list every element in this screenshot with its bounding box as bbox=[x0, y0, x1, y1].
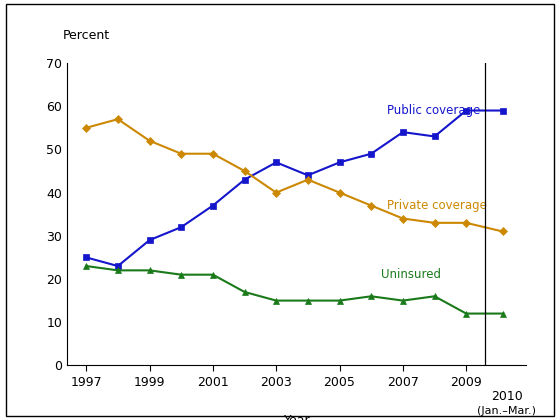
X-axis label: Year: Year bbox=[283, 414, 310, 420]
Text: Public coverage: Public coverage bbox=[387, 104, 480, 117]
Text: Private coverage: Private coverage bbox=[387, 199, 487, 212]
Text: Percent: Percent bbox=[63, 29, 110, 42]
Text: (Jan.–Mar.): (Jan.–Mar.) bbox=[477, 406, 536, 416]
Text: Uninsured: Uninsured bbox=[381, 268, 441, 281]
Text: 2010: 2010 bbox=[491, 391, 522, 403]
